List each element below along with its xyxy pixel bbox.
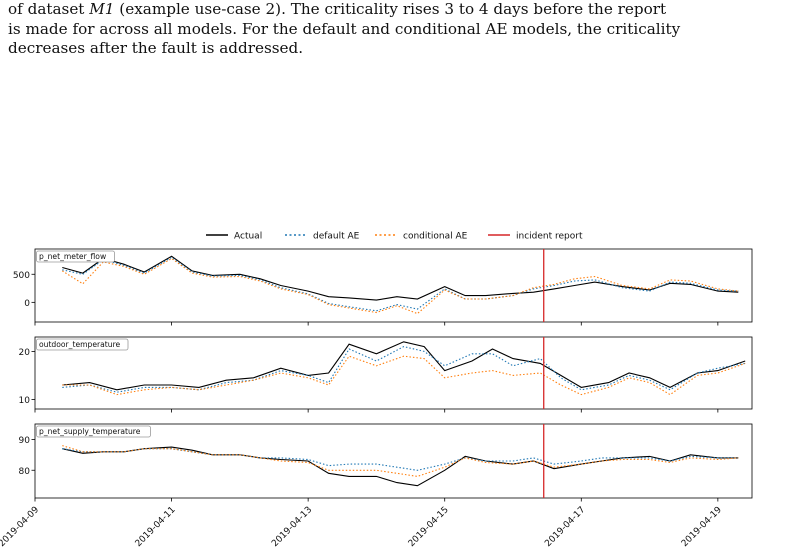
series-line-default_ae xyxy=(62,256,739,312)
xtick-label: 2019-04-17 xyxy=(543,505,587,549)
panel-frame-1 xyxy=(34,336,753,410)
panel-frame-2 xyxy=(34,423,753,499)
series-line-actual xyxy=(62,341,746,391)
ytick-label: 10 xyxy=(19,396,31,406)
series-line-conditional_ae xyxy=(62,355,746,396)
caption-line-1: of dataset M1 (example use-case 2). The … xyxy=(8,0,667,18)
xtick-label: 2019-04-09 xyxy=(0,505,41,549)
caption-line-3: decreases after the fault is addressed. xyxy=(8,39,304,57)
panel-label-1: outdoor_temperature xyxy=(39,340,121,349)
legend-label-default_ae: default AE xyxy=(313,232,360,242)
panel-label-box xyxy=(36,250,115,263)
xtick-label: 2019-04-15 xyxy=(407,505,451,549)
series-line-actual xyxy=(62,446,739,487)
dataset-name: M1 xyxy=(89,0,115,18)
legend-label-incident: incident report xyxy=(516,232,583,242)
figure-caption: of dataset M1 (example use-case 2). The … xyxy=(8,0,783,59)
xtick-label: 2019-04-11 xyxy=(134,505,178,549)
ytick-label: 80 xyxy=(19,467,31,477)
panel-frame-0 xyxy=(34,248,753,323)
panel-label-box xyxy=(36,338,129,351)
xtick-label: 2019-04-19 xyxy=(680,505,724,549)
ytick-label: 500 xyxy=(13,271,30,281)
legend-label-conditional_ae: conditional AE xyxy=(403,232,468,242)
ytick-label: 90 xyxy=(19,436,31,446)
series-line-actual xyxy=(62,255,739,301)
xtick-label: 2019-04-13 xyxy=(270,505,314,549)
series-line-default_ae xyxy=(62,448,739,471)
series-line-conditional_ae xyxy=(62,445,739,477)
panel-label-0: p_net_meter_flow xyxy=(39,252,106,261)
caption-line-2: is made for across all models. For the d… xyxy=(8,19,681,38)
panel-label-2: p_net_supply_temperature xyxy=(39,427,141,436)
panel-label-box xyxy=(36,425,151,438)
series-line-default_ae xyxy=(62,346,746,393)
ytick-label: 0 xyxy=(24,299,30,309)
legend-label-actual: Actual xyxy=(234,232,262,242)
ytick-label: 20 xyxy=(19,348,31,358)
